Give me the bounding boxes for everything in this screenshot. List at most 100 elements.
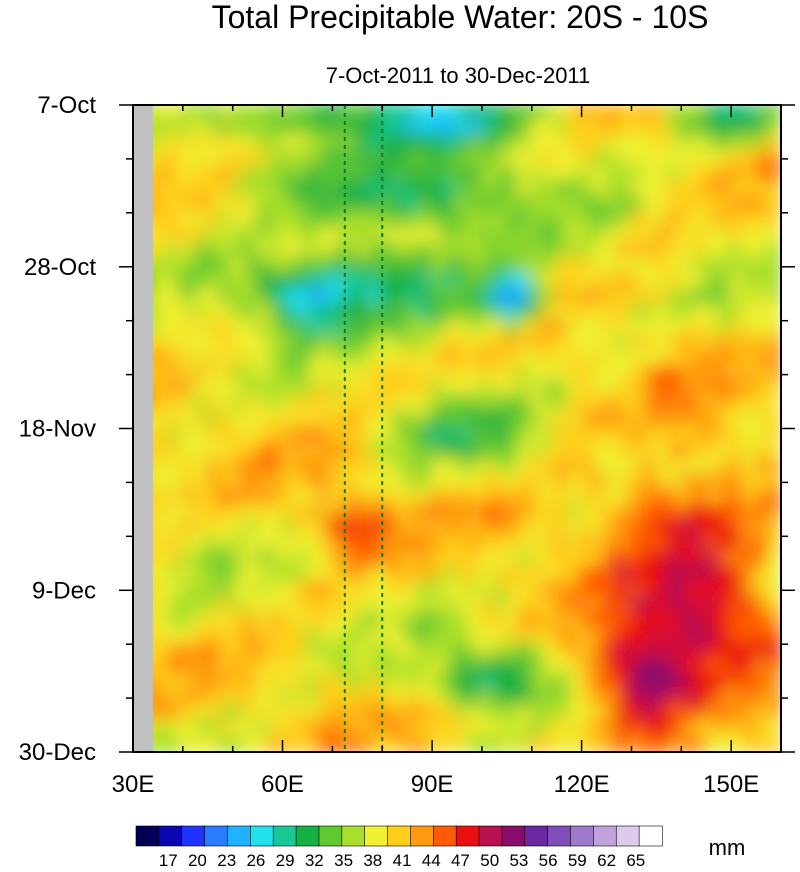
heatmap-cell bbox=[554, 657, 572, 677]
heatmap-cell bbox=[205, 441, 223, 462]
heatmap-cell bbox=[280, 241, 297, 262]
heatmap-cell bbox=[155, 703, 173, 724]
heatmap-cell bbox=[479, 426, 497, 446]
heatmap-cell bbox=[766, 149, 781, 169]
heatmap-cell bbox=[579, 287, 597, 308]
heatmap-cell bbox=[729, 210, 746, 231]
heatmap-cell bbox=[392, 734, 410, 752]
heatmap-cell bbox=[305, 210, 322, 231]
heatmap-cell bbox=[417, 149, 435, 169]
heatmap-cell bbox=[754, 272, 771, 292]
heatmap-cell bbox=[317, 241, 335, 262]
colorbar-swatch bbox=[295, 825, 320, 847]
heatmap-cell bbox=[305, 688, 322, 708]
heatmap-cell bbox=[754, 734, 771, 752]
heatmap-cell bbox=[629, 457, 646, 477]
heatmap-cell bbox=[554, 626, 572, 647]
heatmap-cell bbox=[405, 534, 422, 554]
heatmap-cell bbox=[567, 195, 584, 215]
heatmap-cell bbox=[479, 441, 497, 462]
heatmap-cell bbox=[492, 549, 509, 570]
heatmap-cell bbox=[230, 734, 248, 752]
heatmap-cell bbox=[243, 595, 260, 616]
heatmap-cell bbox=[641, 549, 659, 570]
heatmap-cell bbox=[467, 195, 484, 215]
heatmap-cell bbox=[280, 149, 297, 169]
heatmap-cell bbox=[193, 580, 210, 600]
heatmap-cell bbox=[554, 226, 572, 246]
heatmap-cell bbox=[205, 364, 223, 385]
heatmap-cell bbox=[691, 334, 709, 354]
heatmap-cell bbox=[629, 257, 646, 277]
heatmap-cell bbox=[704, 164, 721, 185]
heatmap-cell bbox=[741, 226, 759, 246]
heatmap-cell bbox=[567, 441, 584, 462]
heatmap-cell bbox=[168, 105, 185, 123]
heatmap-cell bbox=[205, 349, 223, 369]
heatmap-cell bbox=[180, 118, 198, 138]
heatmap-cell bbox=[230, 364, 248, 385]
heatmap-cell bbox=[392, 611, 410, 631]
heatmap-cell bbox=[641, 210, 659, 231]
heatmap-cell bbox=[542, 565, 559, 585]
colorbar-label: 56 bbox=[539, 851, 558, 867]
heatmap-cell bbox=[268, 241, 285, 262]
heatmap-cell bbox=[218, 642, 235, 662]
heatmap-cell bbox=[467, 657, 484, 677]
heatmap-cell bbox=[193, 349, 210, 369]
heatmap-cell bbox=[629, 611, 646, 631]
heatmap-cell bbox=[467, 549, 484, 570]
heatmap-cell bbox=[741, 626, 759, 647]
y-tick-label: 9-Dec bbox=[32, 577, 96, 604]
heatmap-cell bbox=[666, 105, 684, 123]
x-tick-label: 60E bbox=[261, 771, 304, 798]
heatmap-cell bbox=[604, 195, 621, 215]
heatmap-cell bbox=[467, 164, 484, 185]
heatmap-cell bbox=[604, 580, 621, 600]
heatmap-cell bbox=[529, 195, 547, 215]
heatmap-cell bbox=[392, 642, 410, 662]
heatmap-cell bbox=[367, 626, 385, 647]
heatmap-cell bbox=[641, 580, 659, 600]
heatmap-cell bbox=[691, 149, 709, 169]
heatmap-cell bbox=[567, 580, 584, 600]
heatmap-cell bbox=[567, 164, 584, 185]
heatmap-cell bbox=[691, 503, 709, 523]
x-tick-label: 150E bbox=[703, 771, 759, 798]
heatmap-cell bbox=[367, 303, 385, 323]
heatmap-cell bbox=[255, 164, 273, 185]
heatmap-cell bbox=[754, 395, 771, 416]
heatmap-cell bbox=[641, 105, 659, 123]
heatmap-cell bbox=[754, 688, 771, 708]
heatmap-cell bbox=[180, 272, 198, 292]
heatmap-cell bbox=[554, 241, 572, 262]
heatmap-cell bbox=[617, 272, 634, 292]
heatmap-cell bbox=[180, 180, 198, 200]
heatmap-cell bbox=[542, 595, 559, 616]
heatmap-cell bbox=[280, 303, 297, 323]
heatmap-cell bbox=[342, 257, 360, 277]
heatmap-cell bbox=[554, 149, 572, 169]
colorbar-swatch bbox=[615, 825, 640, 847]
heatmap-cell bbox=[691, 349, 709, 369]
heatmap-cell bbox=[243, 734, 260, 752]
heatmap-cell bbox=[168, 719, 185, 739]
heatmap-cell bbox=[255, 642, 273, 662]
heatmap-cell bbox=[430, 426, 447, 446]
heatmap-cell bbox=[504, 426, 522, 446]
heatmap-cell bbox=[305, 611, 322, 631]
heatmap-cell bbox=[679, 364, 696, 385]
heatmap-cell bbox=[293, 503, 310, 523]
heatmap-cell bbox=[517, 164, 534, 185]
heatmap-cell bbox=[405, 257, 422, 277]
heatmap-cell bbox=[180, 719, 198, 739]
heatmap-cell bbox=[617, 318, 634, 339]
heatmap-cell bbox=[280, 195, 297, 215]
colorbar-label: 44 bbox=[422, 851, 441, 867]
heatmap-cell bbox=[666, 334, 684, 354]
heatmap-cell bbox=[604, 272, 621, 292]
heatmap-cell bbox=[492, 287, 509, 308]
heatmap-cell bbox=[754, 210, 771, 231]
heatmap-cell bbox=[455, 395, 472, 416]
heatmap-cell bbox=[766, 380, 781, 400]
